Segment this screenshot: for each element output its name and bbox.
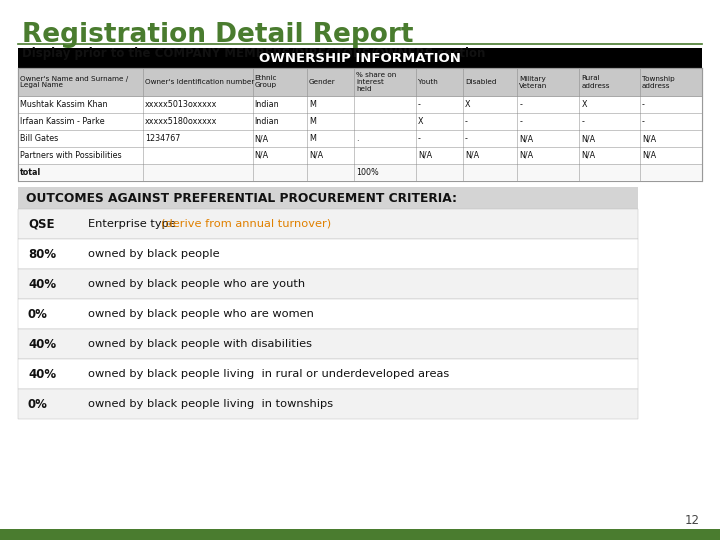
Text: X: X <box>418 117 423 126</box>
Text: Registration Detail Report: Registration Detail Report <box>22 22 413 48</box>
Bar <box>18 147 702 164</box>
Text: .: . <box>356 134 359 143</box>
Text: N/A: N/A <box>255 151 269 160</box>
Text: Indian: Indian <box>255 100 279 109</box>
Text: Disabled: Disabled <box>465 79 496 85</box>
Bar <box>18 113 702 130</box>
Bar <box>0 529 720 540</box>
Bar <box>18 48 702 68</box>
Text: owned by black people who are youth: owned by black people who are youth <box>88 279 305 289</box>
Text: -: - <box>642 100 645 109</box>
Text: 1234767: 1234767 <box>145 134 180 143</box>
Text: -: - <box>642 117 645 126</box>
Text: xxxxx5013oxxxxx: xxxxx5013oxxxxx <box>145 100 217 109</box>
Text: owned by black people: owned by black people <box>88 249 220 259</box>
Text: Ethnic
Group: Ethnic Group <box>255 76 277 89</box>
Text: owned by black people living  in rural or underdeveloped areas: owned by black people living in rural or… <box>88 369 449 379</box>
Text: QSE: QSE <box>28 218 55 231</box>
Text: N/A: N/A <box>519 134 534 143</box>
Text: 40%: 40% <box>28 368 56 381</box>
Bar <box>18 359 638 389</box>
Text: xxxxx5180oxxxxx: xxxxx5180oxxxxx <box>145 117 217 126</box>
Bar <box>18 329 638 359</box>
Text: N/A: N/A <box>519 151 534 160</box>
Bar <box>18 209 638 239</box>
Text: OUTCOMES AGAINST PREFERENTIAL PROCUREMENT CRITERIA:: OUTCOMES AGAINST PREFERENTIAL PROCUREMEN… <box>26 192 457 205</box>
Text: N/A: N/A <box>582 134 595 143</box>
Text: OWNERSHIP INFORMATION: OWNERSHIP INFORMATION <box>259 51 461 64</box>
Bar <box>18 96 702 113</box>
Text: Enterprise type: Enterprise type <box>88 219 179 229</box>
Text: Display prior to the COMPANY MEMBERS/DIRECTORS/OWNERS section: Display prior to the COMPANY MEMBERS/DIR… <box>22 47 485 60</box>
Text: 100%: 100% <box>356 168 379 177</box>
Text: -: - <box>465 134 468 143</box>
Text: 80%: 80% <box>28 247 56 260</box>
Text: Youth: Youth <box>418 79 438 85</box>
Text: M: M <box>309 117 316 126</box>
Text: Irfaan Kassim - Parke: Irfaan Kassim - Parke <box>20 117 104 126</box>
Text: 40%: 40% <box>28 338 56 350</box>
Text: total: total <box>20 168 41 177</box>
Text: Owner's Identification number: Owner's Identification number <box>145 79 254 85</box>
Text: Mushtak Kassim Khan: Mushtak Kassim Khan <box>20 100 107 109</box>
Text: N/A: N/A <box>255 134 269 143</box>
Text: -: - <box>418 100 421 109</box>
Bar <box>18 187 638 209</box>
Text: % share on
interest
held: % share on interest held <box>356 72 396 92</box>
Text: -: - <box>582 117 585 126</box>
Text: Owner's Name and Surname /
Legal Name: Owner's Name and Surname / Legal Name <box>20 76 128 89</box>
Text: -: - <box>519 100 522 109</box>
Text: -: - <box>519 117 522 126</box>
Text: Bill Gates: Bill Gates <box>20 134 58 143</box>
Text: N/A: N/A <box>642 151 656 160</box>
Text: 0%: 0% <box>28 307 48 321</box>
Bar <box>18 269 638 299</box>
Text: 12: 12 <box>685 514 700 526</box>
Text: Partners with Possibilities: Partners with Possibilities <box>20 151 122 160</box>
Text: -: - <box>465 117 468 126</box>
Text: Indian: Indian <box>255 117 279 126</box>
Text: N/A: N/A <box>309 151 323 160</box>
Text: N/A: N/A <box>465 151 479 160</box>
Text: N/A: N/A <box>642 134 656 143</box>
Text: N/A: N/A <box>418 151 432 160</box>
Bar <box>18 164 702 181</box>
Text: (derive from annual turnover): (derive from annual turnover) <box>161 219 331 229</box>
Text: owned by black people who are women: owned by black people who are women <box>88 309 314 319</box>
Text: X: X <box>465 100 470 109</box>
Bar <box>18 130 702 147</box>
Text: -: - <box>418 134 421 143</box>
Bar <box>18 68 702 96</box>
Text: 0%: 0% <box>28 397 48 410</box>
Text: 40%: 40% <box>28 278 56 291</box>
Text: owned by black people living  in townships: owned by black people living in township… <box>88 399 333 409</box>
Bar <box>18 389 638 419</box>
Bar <box>18 299 638 329</box>
Bar <box>18 239 638 269</box>
Text: Rural
address: Rural address <box>582 76 610 89</box>
Text: M: M <box>309 134 316 143</box>
Bar <box>18 68 702 181</box>
Text: Gender: Gender <box>309 79 336 85</box>
Text: owned by black people with disabilities: owned by black people with disabilities <box>88 339 312 349</box>
Text: N/A: N/A <box>582 151 595 160</box>
Text: Township
address: Township address <box>642 76 675 89</box>
Text: X: X <box>582 100 587 109</box>
Text: M: M <box>309 100 316 109</box>
Text: Military
Veteran: Military Veteran <box>519 76 548 89</box>
